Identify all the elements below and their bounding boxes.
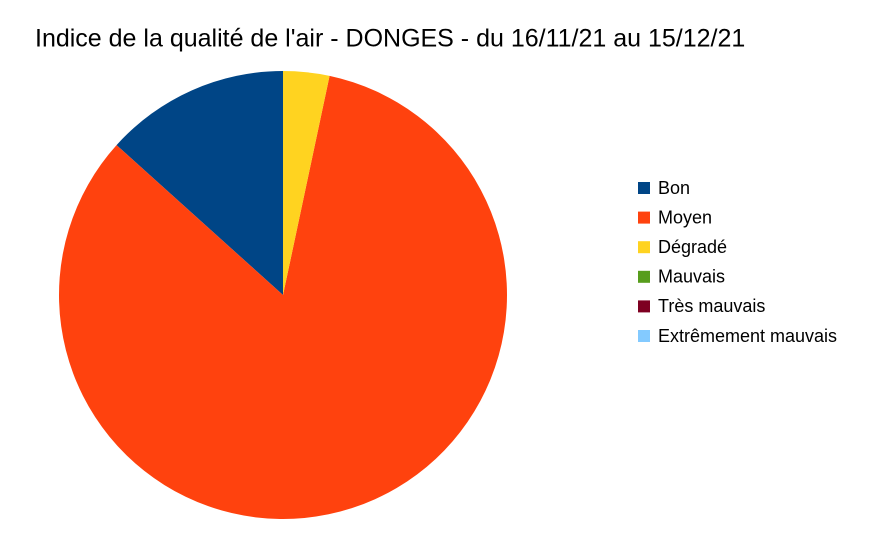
legend-swatch [638,182,650,194]
pie-slice [116,71,284,295]
legend-swatch [638,300,650,313]
legend-label: Moyen [658,207,712,227]
legend-label: Mauvais [658,267,725,287]
legend-label: Dégradé [658,237,727,257]
legend-swatch [638,270,650,283]
pie-slice [59,75,508,520]
legend-swatch [638,330,650,342]
chart-title: Indice de la qualité de l'air - DONGES -… [35,25,745,53]
legend-swatch [638,211,650,224]
pie-slice [283,71,330,295]
legend-label: Extrêmement mauvais [658,326,837,346]
legend-label: Très mauvais [658,296,765,316]
legend-label: Bon [658,178,690,198]
legend-swatch [638,241,650,254]
